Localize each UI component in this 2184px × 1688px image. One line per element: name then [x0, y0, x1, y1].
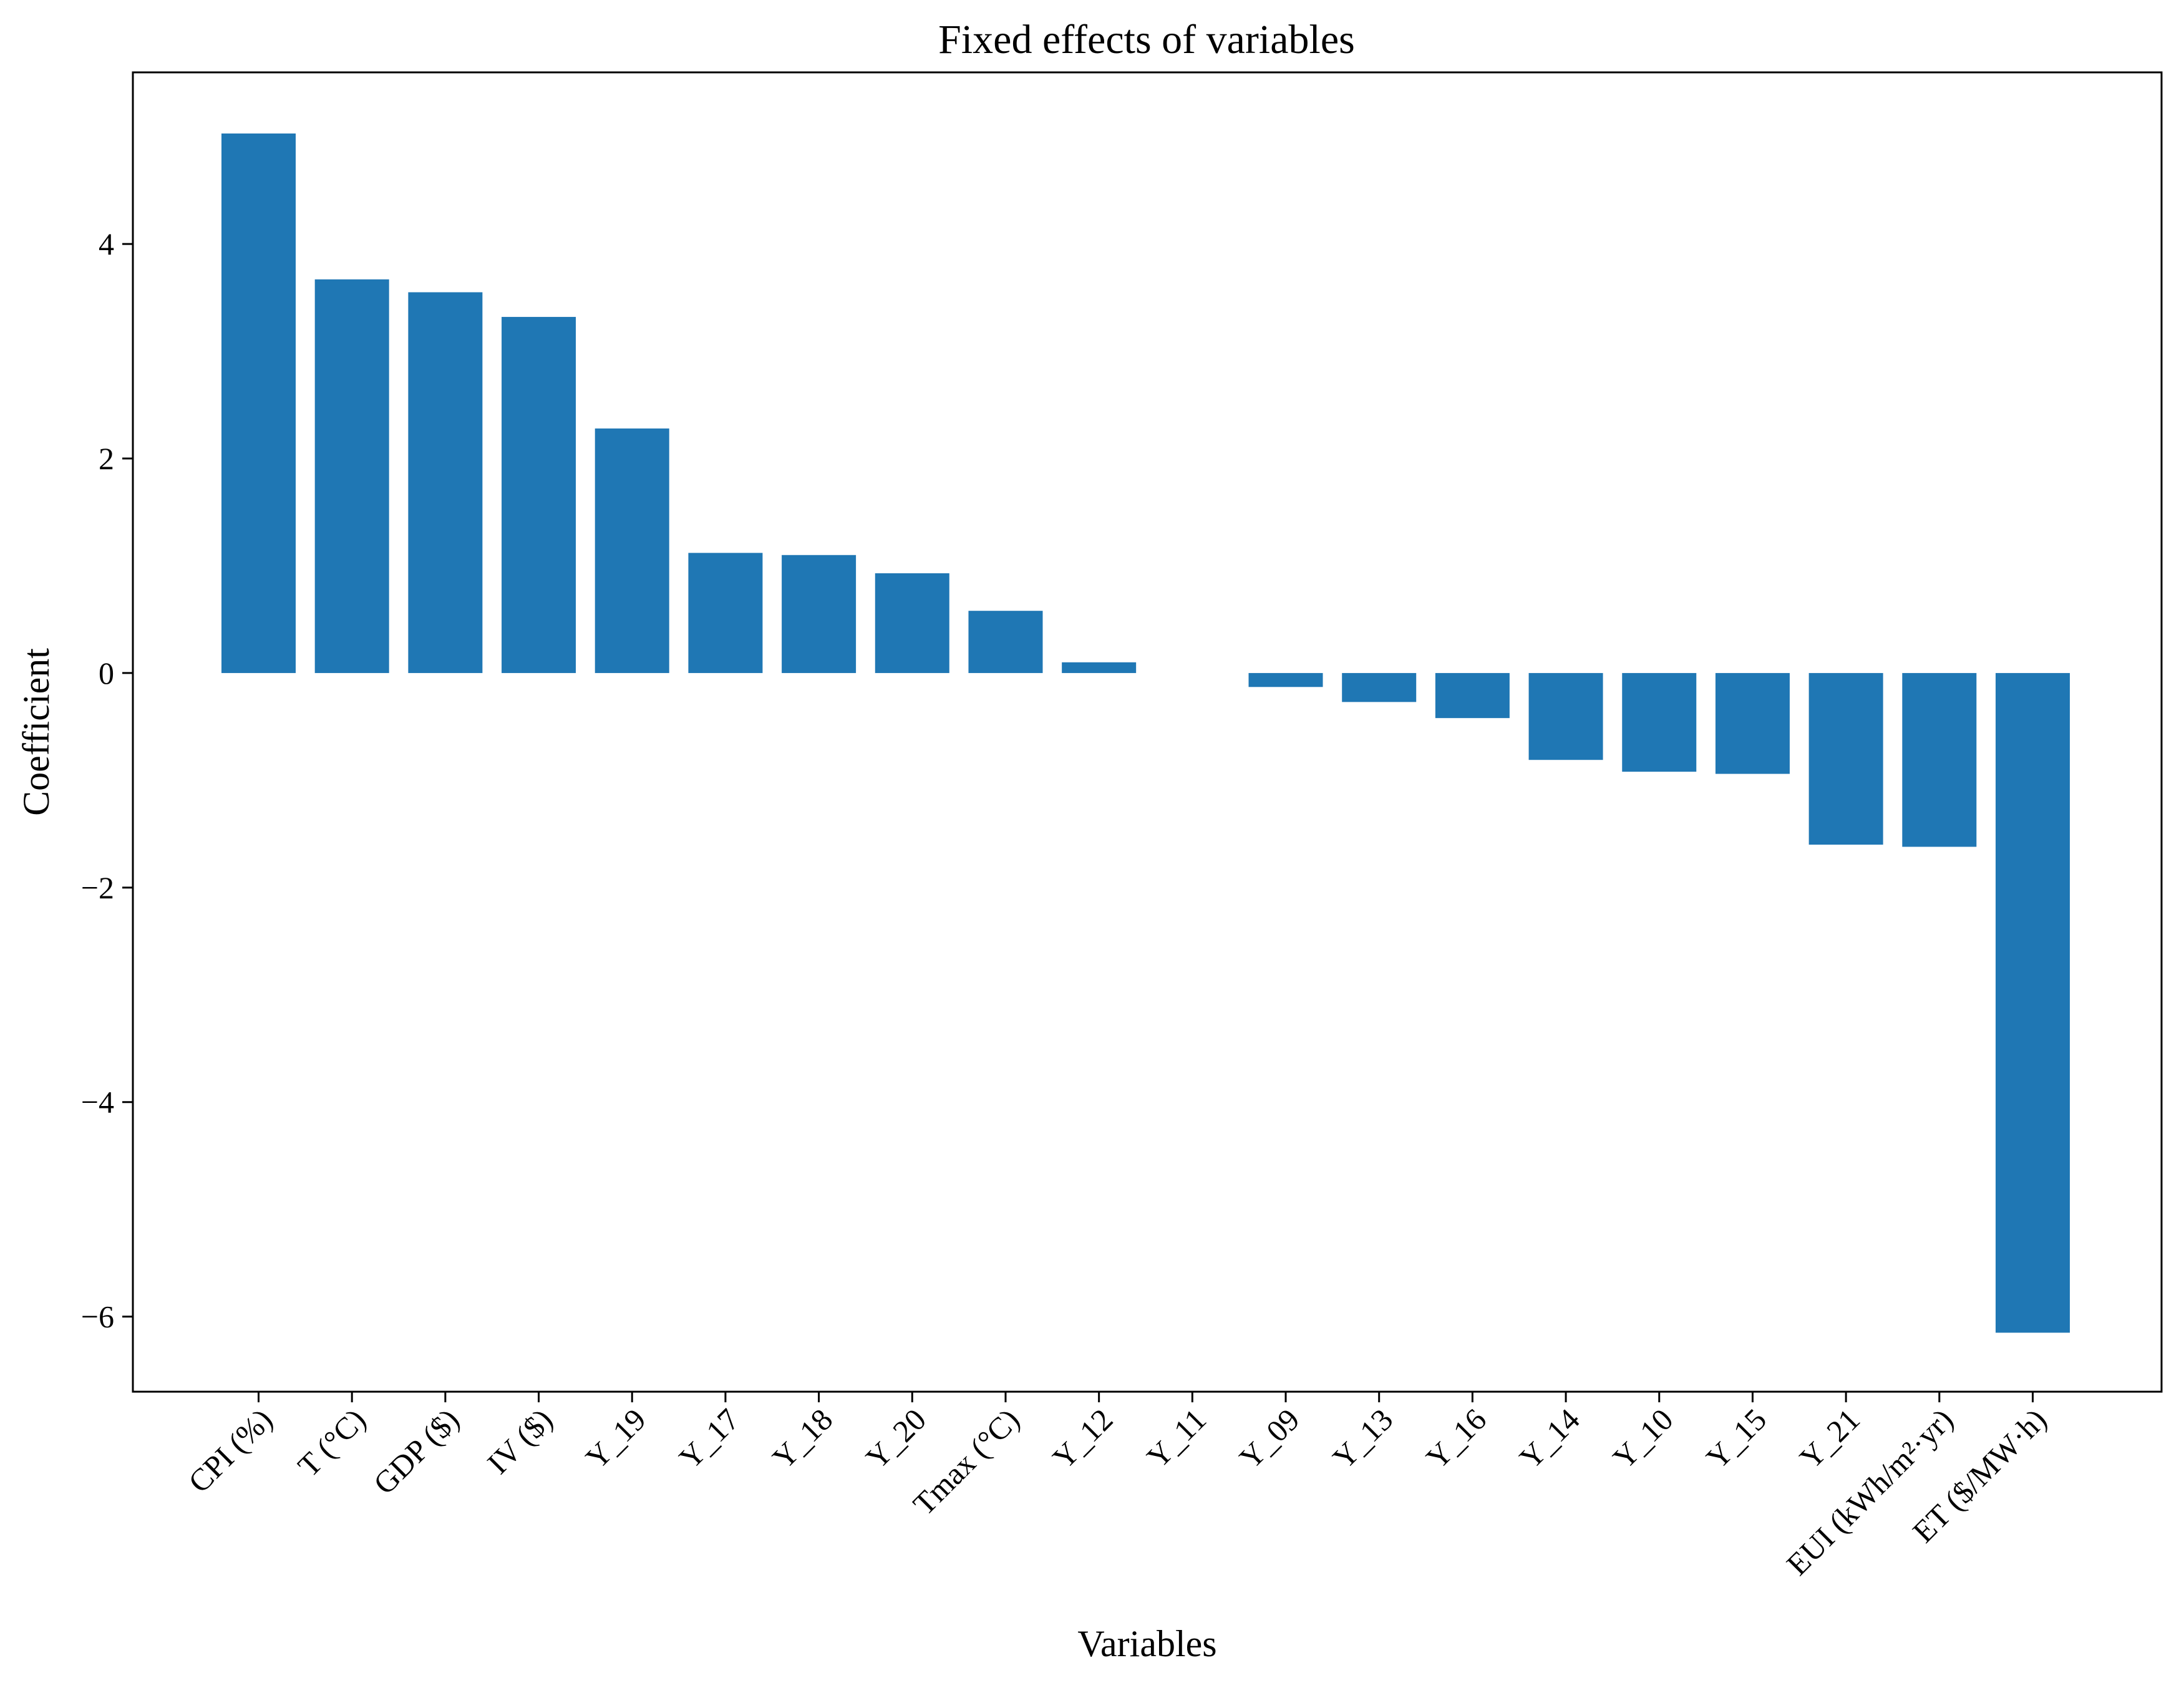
- bar: [314, 279, 389, 673]
- plot-frame: [132, 71, 2163, 1393]
- bar: [875, 573, 949, 673]
- plot-area: [221, 133, 2070, 1333]
- bar: [595, 428, 669, 673]
- bar: [1248, 672, 1323, 687]
- bar: [221, 133, 296, 673]
- bar: [1902, 672, 1977, 847]
- bar: [1715, 672, 1790, 774]
- y-tick-label: −6: [81, 1299, 114, 1334]
- bar: [1062, 662, 1137, 673]
- y-tick-label: 4: [99, 226, 114, 261]
- y-tick-label: 0: [99, 656, 114, 691]
- bar: [1996, 672, 2070, 1333]
- bar: [968, 611, 1043, 673]
- y-tick-label: −2: [81, 870, 114, 905]
- bar: [1622, 672, 1697, 772]
- bar: [1808, 672, 1883, 845]
- bar: [1435, 672, 1510, 719]
- y-tick-label: 2: [99, 441, 114, 476]
- bar: [782, 555, 857, 673]
- bar: [688, 553, 763, 673]
- bar: [1342, 672, 1417, 702]
- y-tick-label: −4: [81, 1085, 114, 1120]
- chart-title: Fixed effects of variables: [938, 17, 1355, 62]
- x-axis-label: Variables: [1077, 1623, 1216, 1664]
- bar: [408, 292, 483, 673]
- bar: [1528, 672, 1603, 760]
- bar: [502, 317, 576, 673]
- y-axis-label: Coefficient: [16, 648, 57, 816]
